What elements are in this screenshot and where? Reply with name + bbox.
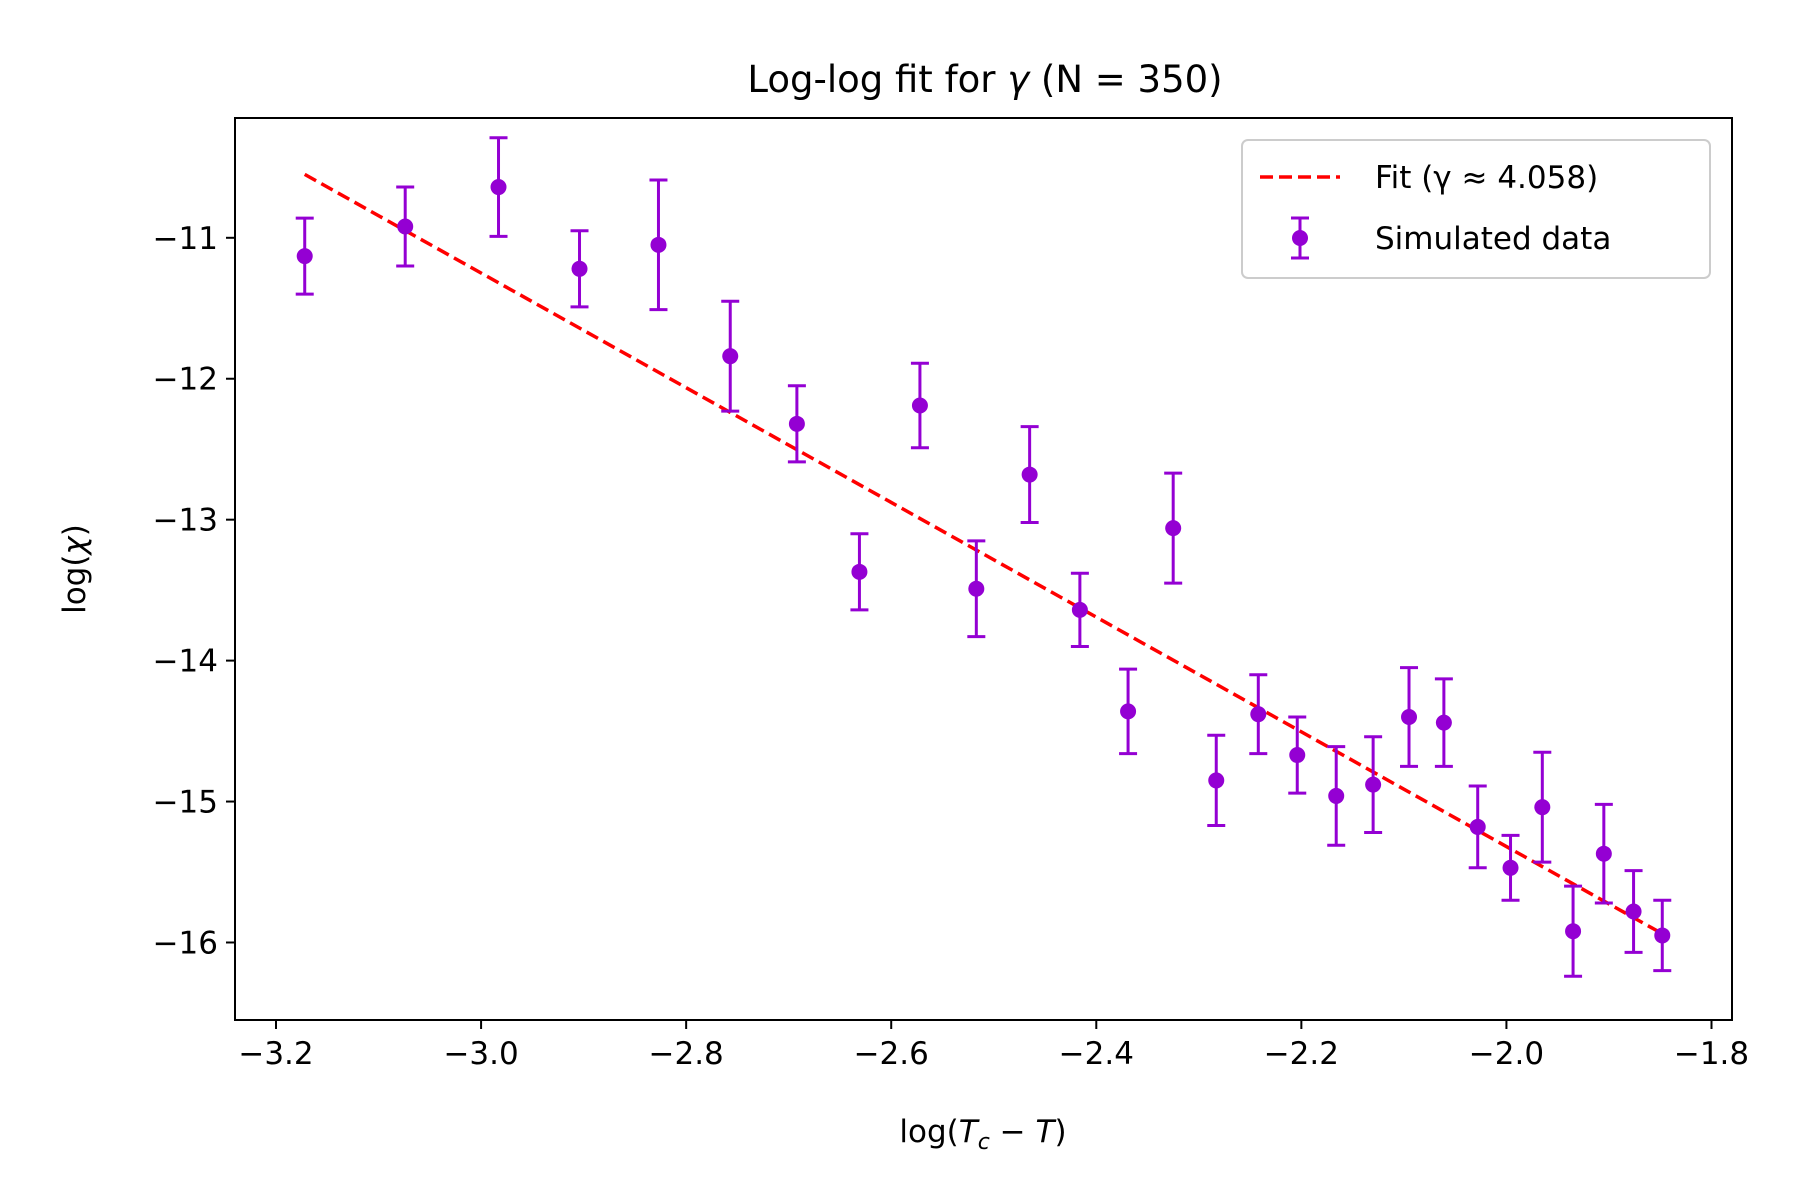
x-tick-label: −3.2 [238, 1036, 313, 1072]
legend-data-label: Simulated data [1375, 221, 1611, 257]
data-marker [1565, 923, 1582, 940]
data-marker [296, 248, 313, 265]
data-marker [1165, 520, 1182, 537]
data-marker [1328, 787, 1345, 804]
data-point [910, 361, 929, 450]
x-tick-label: −2.2 [1264, 1036, 1339, 1072]
data-marker [1120, 703, 1137, 720]
x-tick-label: −2.6 [854, 1036, 929, 1072]
data-point [787, 384, 806, 464]
x-tick-label: −1.8 [1674, 1036, 1749, 1072]
data-point [1164, 471, 1183, 585]
x-tick-label: −2.0 [1469, 1036, 1544, 1072]
legend-fit-label: Fit (γ ≈ 4.058) [1375, 160, 1598, 196]
data-point [1434, 677, 1453, 768]
data-point [649, 178, 668, 312]
x-axis: −3.2 −3.0 −2.8 −2.6 −2.4 −2.2 −2.0 −1.8 [238, 1020, 1749, 1072]
data-point [1564, 884, 1583, 978]
x-axis-label: log(Tc − T) [899, 1114, 1066, 1155]
data-point [1468, 784, 1487, 870]
data-marker [1625, 903, 1642, 920]
data-marker [1250, 706, 1267, 723]
x-tick-label: −2.8 [649, 1036, 724, 1072]
data-marker [1435, 714, 1452, 731]
data-point [1020, 425, 1039, 524]
y-axis-label: log(χ) [57, 524, 93, 614]
data-marker [1595, 845, 1612, 862]
data-point [1070, 571, 1089, 649]
plot-frame [234, 117, 1733, 1021]
fit-layer [303, 172, 1667, 937]
data-point [1249, 673, 1268, 756]
data-marker [1469, 818, 1486, 835]
data-point [721, 299, 740, 413]
data-marker [722, 348, 739, 365]
data-marker [1365, 776, 1382, 793]
data-point [489, 136, 508, 238]
data-marker [1071, 601, 1088, 618]
data-marker [1502, 859, 1519, 876]
data-point [850, 532, 869, 612]
data-marker [1208, 772, 1225, 789]
data-point [396, 185, 415, 268]
data-point [1533, 750, 1552, 864]
x-tick-label: −2.4 [1059, 1036, 1134, 1072]
data-point [1327, 745, 1346, 847]
data-marker [968, 580, 985, 597]
data-point [1594, 802, 1613, 905]
legend-box [1241, 139, 1711, 279]
y-tick-label: −16 [153, 925, 218, 961]
data-marker [1289, 747, 1306, 764]
data-point [1624, 869, 1643, 954]
y-tick-label: −13 [153, 503, 218, 539]
data-marker [1401, 708, 1418, 725]
data-point [1400, 666, 1419, 768]
data-point [1364, 735, 1383, 835]
legend-data-swatch [1291, 216, 1309, 260]
data-marker [851, 563, 868, 580]
data-point [967, 539, 986, 639]
chart-title: Log-log fit for γ (N = 350) [747, 58, 1222, 101]
data-marker [490, 179, 507, 196]
data-marker [571, 260, 588, 277]
data-point [1501, 833, 1520, 902]
legend: Fit (γ ≈ 4.058) Simulated data [1241, 139, 1711, 279]
data-point [1207, 733, 1226, 828]
y-axis: −11 −12 −13 −14 −15 −16 [153, 221, 235, 961]
data-marker [788, 415, 805, 432]
title-gamma-symbol: γ [1007, 58, 1031, 101]
y-tick-label: −12 [153, 362, 218, 398]
y-tick-label: −14 [153, 644, 218, 680]
data-marker [397, 218, 414, 235]
data-marker [650, 236, 667, 253]
data-point [295, 216, 314, 296]
data-point [1653, 898, 1672, 973]
data-points-layer [295, 136, 1672, 978]
y-tick-label: −11 [153, 221, 218, 257]
x-tick-label: −3.0 [443, 1036, 518, 1072]
data-point [1288, 715, 1307, 795]
data-point [1119, 667, 1138, 756]
plot-area [234, 117, 1733, 1021]
data-marker [1021, 466, 1038, 483]
data-marker [1534, 799, 1551, 816]
data-marker [911, 397, 928, 414]
y-tick-label: −15 [153, 785, 218, 821]
data-point [570, 229, 589, 309]
data-marker [1654, 927, 1671, 944]
fit-line [303, 172, 1667, 937]
